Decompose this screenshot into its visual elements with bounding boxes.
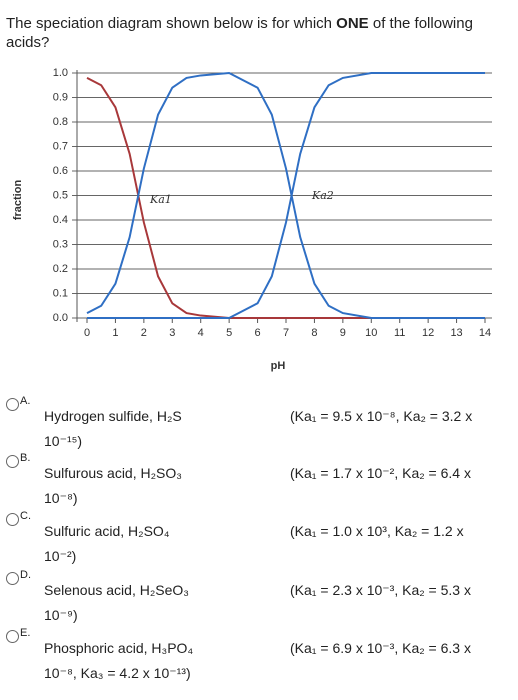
option-letter: B. — [20, 452, 31, 464]
option-constants: (Ka₁ = 9.5 x 10⁻⁸, Ka₂ = 3.2 x — [290, 408, 473, 424]
option-name: Hydrogen sulfide, H₂S — [44, 408, 182, 424]
option-name: Selenous acid, H₂SeO₃ — [44, 582, 189, 598]
x-tick-label: 2 — [141, 327, 147, 339]
x-axis-label: pH — [271, 360, 286, 372]
option-letter: C. — [20, 510, 31, 522]
option-continuation: 10⁻⁸, Ka₃ = 4.2 x 10⁻¹³) — [44, 665, 191, 681]
chart: 0.00.10.20.30.40.50.60.70.80.91.00 1 2 3 4 5 6… — [12, 67, 492, 372]
y-tick-label: 0.1 — [53, 287, 68, 299]
y-tick-label: 0.5 — [53, 189, 68, 201]
option[interactable]: D. Selenous acid, H₂SeO₃ (Ka₁ = 2.3 x 10⁻³… — [0, 569, 518, 627]
handwritten-note: Ka2 — [311, 189, 334, 202]
option-letter: A. — [20, 395, 31, 407]
option[interactable]: C. Sulfuric acid, H₂SO₄ (Ka₁ = 1.0 x 10³, … — [0, 510, 518, 568]
x-tick-label: 8 — [311, 327, 317, 339]
x-tick-label: 13 — [450, 327, 462, 339]
option-letter: D. — [20, 569, 31, 581]
option-name: Phosphoric acid, H₃PO₄ — [44, 640, 194, 656]
option[interactable]: A. Hydrogen sulfide, H₂S (Ka₁ = 9.5 x 10⁻⁸… — [0, 395, 518, 453]
x-tick-label: 10 — [365, 327, 377, 339]
x-tick-label: 11 — [394, 327, 405, 339]
x-tick-label: 7 — [283, 327, 289, 339]
y-tick-label: 0.2 — [53, 263, 68, 275]
y-tick-label: 0.4 — [53, 214, 68, 226]
question: The speciation diagram shown below is fo… — [6, 15, 473, 51]
radio-button[interactable] — [6, 455, 19, 468]
option-constants: (Ka₁ = 2.3 x 10⁻³, Ka₂ = 5.3 x — [290, 582, 471, 598]
x-tick-label: 6 — [255, 327, 261, 339]
option-constants: (Ka₁ = 1.7 x 10⁻², Ka₂ = 6.4 x — [290, 465, 471, 481]
option-continuation: 10⁻⁸) — [44, 490, 78, 506]
x-tick-label: 3 — [169, 327, 175, 339]
species-curve — [87, 72, 485, 319]
x-tick-label: 4 — [198, 327, 204, 339]
option[interactable]: B. Sulfurous acid, H₂SO₃ (Ka₁ = 1.7 x 10⁻²… — [0, 452, 518, 510]
y-tick-label: 0.9 — [53, 91, 68, 103]
option-constants: (Ka₁ = 6.9 x 10⁻³, Ka₂ = 6.3 x — [290, 640, 471, 656]
option-name: Sulfuric acid, H₂SO₄ — [44, 523, 170, 539]
x-tick-label: 14 — [479, 327, 491, 339]
x-tick-label: 5 — [226, 327, 232, 339]
x-tick-label: 9 — [340, 327, 346, 339]
x-tick-label: 0 — [84, 327, 90, 339]
x-tick-label: 12 — [422, 327, 434, 339]
species-curve — [86, 71, 485, 319]
option-continuation: 10⁻⁹) — [44, 607, 78, 623]
y-tick-label: 0.0 — [53, 312, 68, 324]
y-tick-label: 1.0 — [53, 67, 68, 79]
option-letter: E. — [20, 627, 31, 639]
radio-button[interactable] — [6, 630, 19, 643]
handwritten-note: Ka1 — [149, 193, 172, 206]
option-constants: (Ka₁ = 1.0 x 10³, Ka₂ = 1.2 x — [290, 523, 464, 539]
option[interactable]: E. Phosphoric acid, H₃PO₄ (Ka₁ = 6.9 x 10⁻… — [0, 627, 518, 685]
y-tick-label: 0.6 — [53, 165, 68, 177]
option-continuation: 10⁻¹⁵) — [44, 433, 83, 449]
species-curve — [86, 77, 485, 319]
y-tick-label: 0.3 — [53, 238, 68, 250]
radio-button[interactable] — [6, 572, 19, 585]
y-tick-label: 0.7 — [53, 140, 68, 152]
option-name: Sulfurous acid, H₂SO₃ — [44, 465, 182, 481]
x-tick-label: 1 — [112, 327, 118, 339]
option-continuation: 10⁻²) — [44, 548, 77, 564]
radio-button[interactable] — [6, 398, 19, 411]
y-tick-label: 0.8 — [53, 116, 68, 128]
radio-button[interactable] — [6, 513, 19, 526]
y-axis-label: fraction — [12, 180, 24, 221]
